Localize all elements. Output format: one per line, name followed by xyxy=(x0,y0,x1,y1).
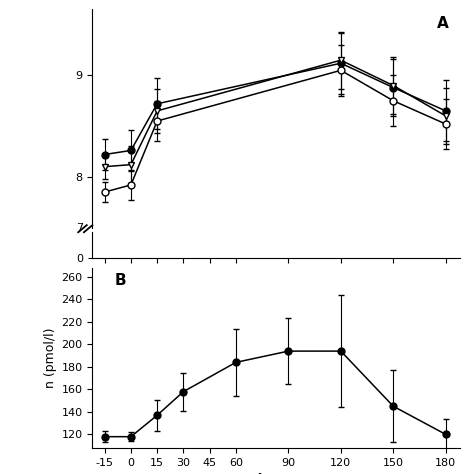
X-axis label: Minutes: Minutes xyxy=(245,473,307,474)
Text: B: B xyxy=(115,273,126,288)
Text: 7: 7 xyxy=(76,222,83,233)
Text: A: A xyxy=(437,16,449,31)
Y-axis label: n (pmol/l): n (pmol/l) xyxy=(44,328,57,388)
X-axis label: Minutes: Minutes xyxy=(245,283,307,298)
